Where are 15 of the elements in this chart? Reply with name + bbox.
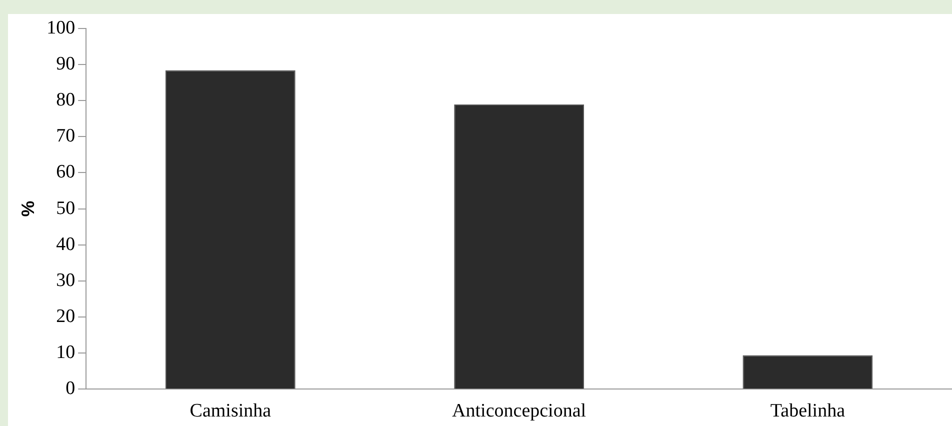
y-tick-label: 30 [56,270,76,291]
y-tick-label: 100 [46,17,76,38]
y-tick-label: 0 [66,378,76,400]
y-tick-label: 10 [56,342,76,364]
y-tick-label: 70 [56,126,76,147]
y-tick-label: 20 [56,306,76,328]
x-tick-label: Anticoncepcional [452,400,586,422]
x-tick-label: Tabelinha [770,400,846,422]
x-tick-label: Camisinha [190,400,272,422]
y-tick-label: 90 [56,53,76,74]
y-axis-title: % [18,200,38,217]
y-tick-label: 50 [56,198,76,219]
y-tick-label: 40 [56,234,76,255]
y-tick-label: 80 [56,90,76,111]
y-tick-label: 60 [56,162,76,183]
